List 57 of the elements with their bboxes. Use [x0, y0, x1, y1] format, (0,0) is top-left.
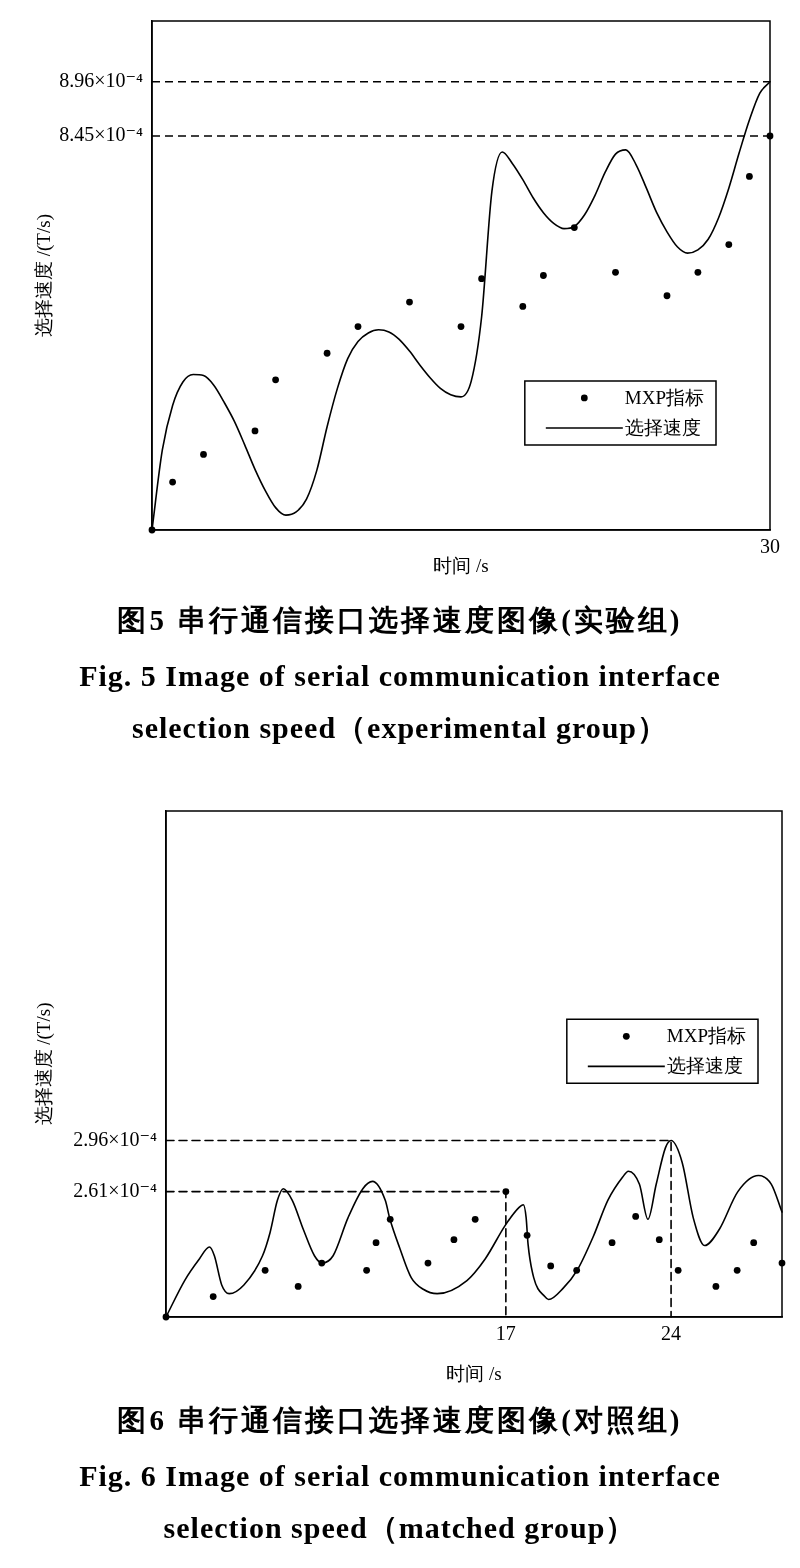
point — [612, 268, 619, 276]
point — [655, 1236, 663, 1244]
point — [272, 376, 279, 384]
point — [725, 241, 733, 249]
point — [209, 1293, 217, 1300]
y-tick-label: 2.61×10⁻⁴ — [73, 1178, 158, 1201]
x-tick-label: 30 — [760, 535, 780, 558]
point — [632, 1212, 640, 1220]
point — [318, 1259, 326, 1267]
point — [457, 323, 465, 331]
text: Fig. 6 Image of serial communication interface selection speed（matched group） — [78, 1458, 722, 1546]
point — [608, 1239, 616, 1247]
point — [540, 272, 547, 279]
point — [523, 1231, 531, 1239]
legend-label: 选择速度 — [666, 1055, 743, 1077]
point — [471, 1215, 479, 1223]
y-tick-label: 2.96×10⁻⁴ — [73, 1127, 158, 1150]
x-tick-label: 24 — [661, 1322, 682, 1345]
y-axis-title: 选择速度 /(T/s) — [33, 214, 56, 337]
point — [386, 1215, 394, 1223]
x-axis-title: 时间 /s — [446, 1362, 502, 1384]
point — [261, 1266, 269, 1274]
y-tick-label: 8.45×10⁻⁴ — [59, 123, 144, 146]
point — [746, 173, 753, 180]
text: 图5 串行通信接口选择速度图像(实验组) — [116, 603, 684, 638]
legend-label: MXP指标 — [624, 386, 705, 408]
point — [547, 1262, 555, 1270]
point — [294, 1282, 302, 1290]
legend-label: 选择速度 — [624, 416, 701, 438]
point — [663, 292, 671, 300]
point — [674, 1266, 682, 1274]
point — [570, 224, 578, 231]
text: Fig. 5 Image of serial communication interface selection speed（experimental group） — [78, 658, 722, 746]
point — [478, 275, 485, 283]
point — [450, 1236, 458, 1244]
point — [519, 302, 527, 310]
point — [323, 349, 331, 357]
point — [363, 1266, 371, 1274]
point — [502, 1188, 510, 1195]
text: 图6 串行通信接口选择速度图像(对照组) — [116, 1403, 684, 1438]
point — [712, 1282, 720, 1290]
point — [372, 1239, 380, 1247]
point — [251, 427, 259, 435]
point — [354, 323, 362, 331]
point — [200, 451, 207, 458]
point — [694, 268, 702, 276]
legend-label: MXP指标 — [666, 1025, 747, 1047]
y-axis-title: 选择速度 /(T/s) — [33, 1002, 56, 1126]
point — [424, 1259, 432, 1267]
point — [750, 1239, 758, 1247]
point — [169, 478, 176, 486]
y-tick-label: 8.96×10⁻⁴ — [59, 68, 144, 91]
point — [733, 1266, 741, 1274]
point — [406, 298, 413, 306]
x-tick-label: 17 — [495, 1322, 516, 1345]
x-axis-title: 时间 /s — [433, 554, 489, 576]
point — [573, 1266, 581, 1274]
